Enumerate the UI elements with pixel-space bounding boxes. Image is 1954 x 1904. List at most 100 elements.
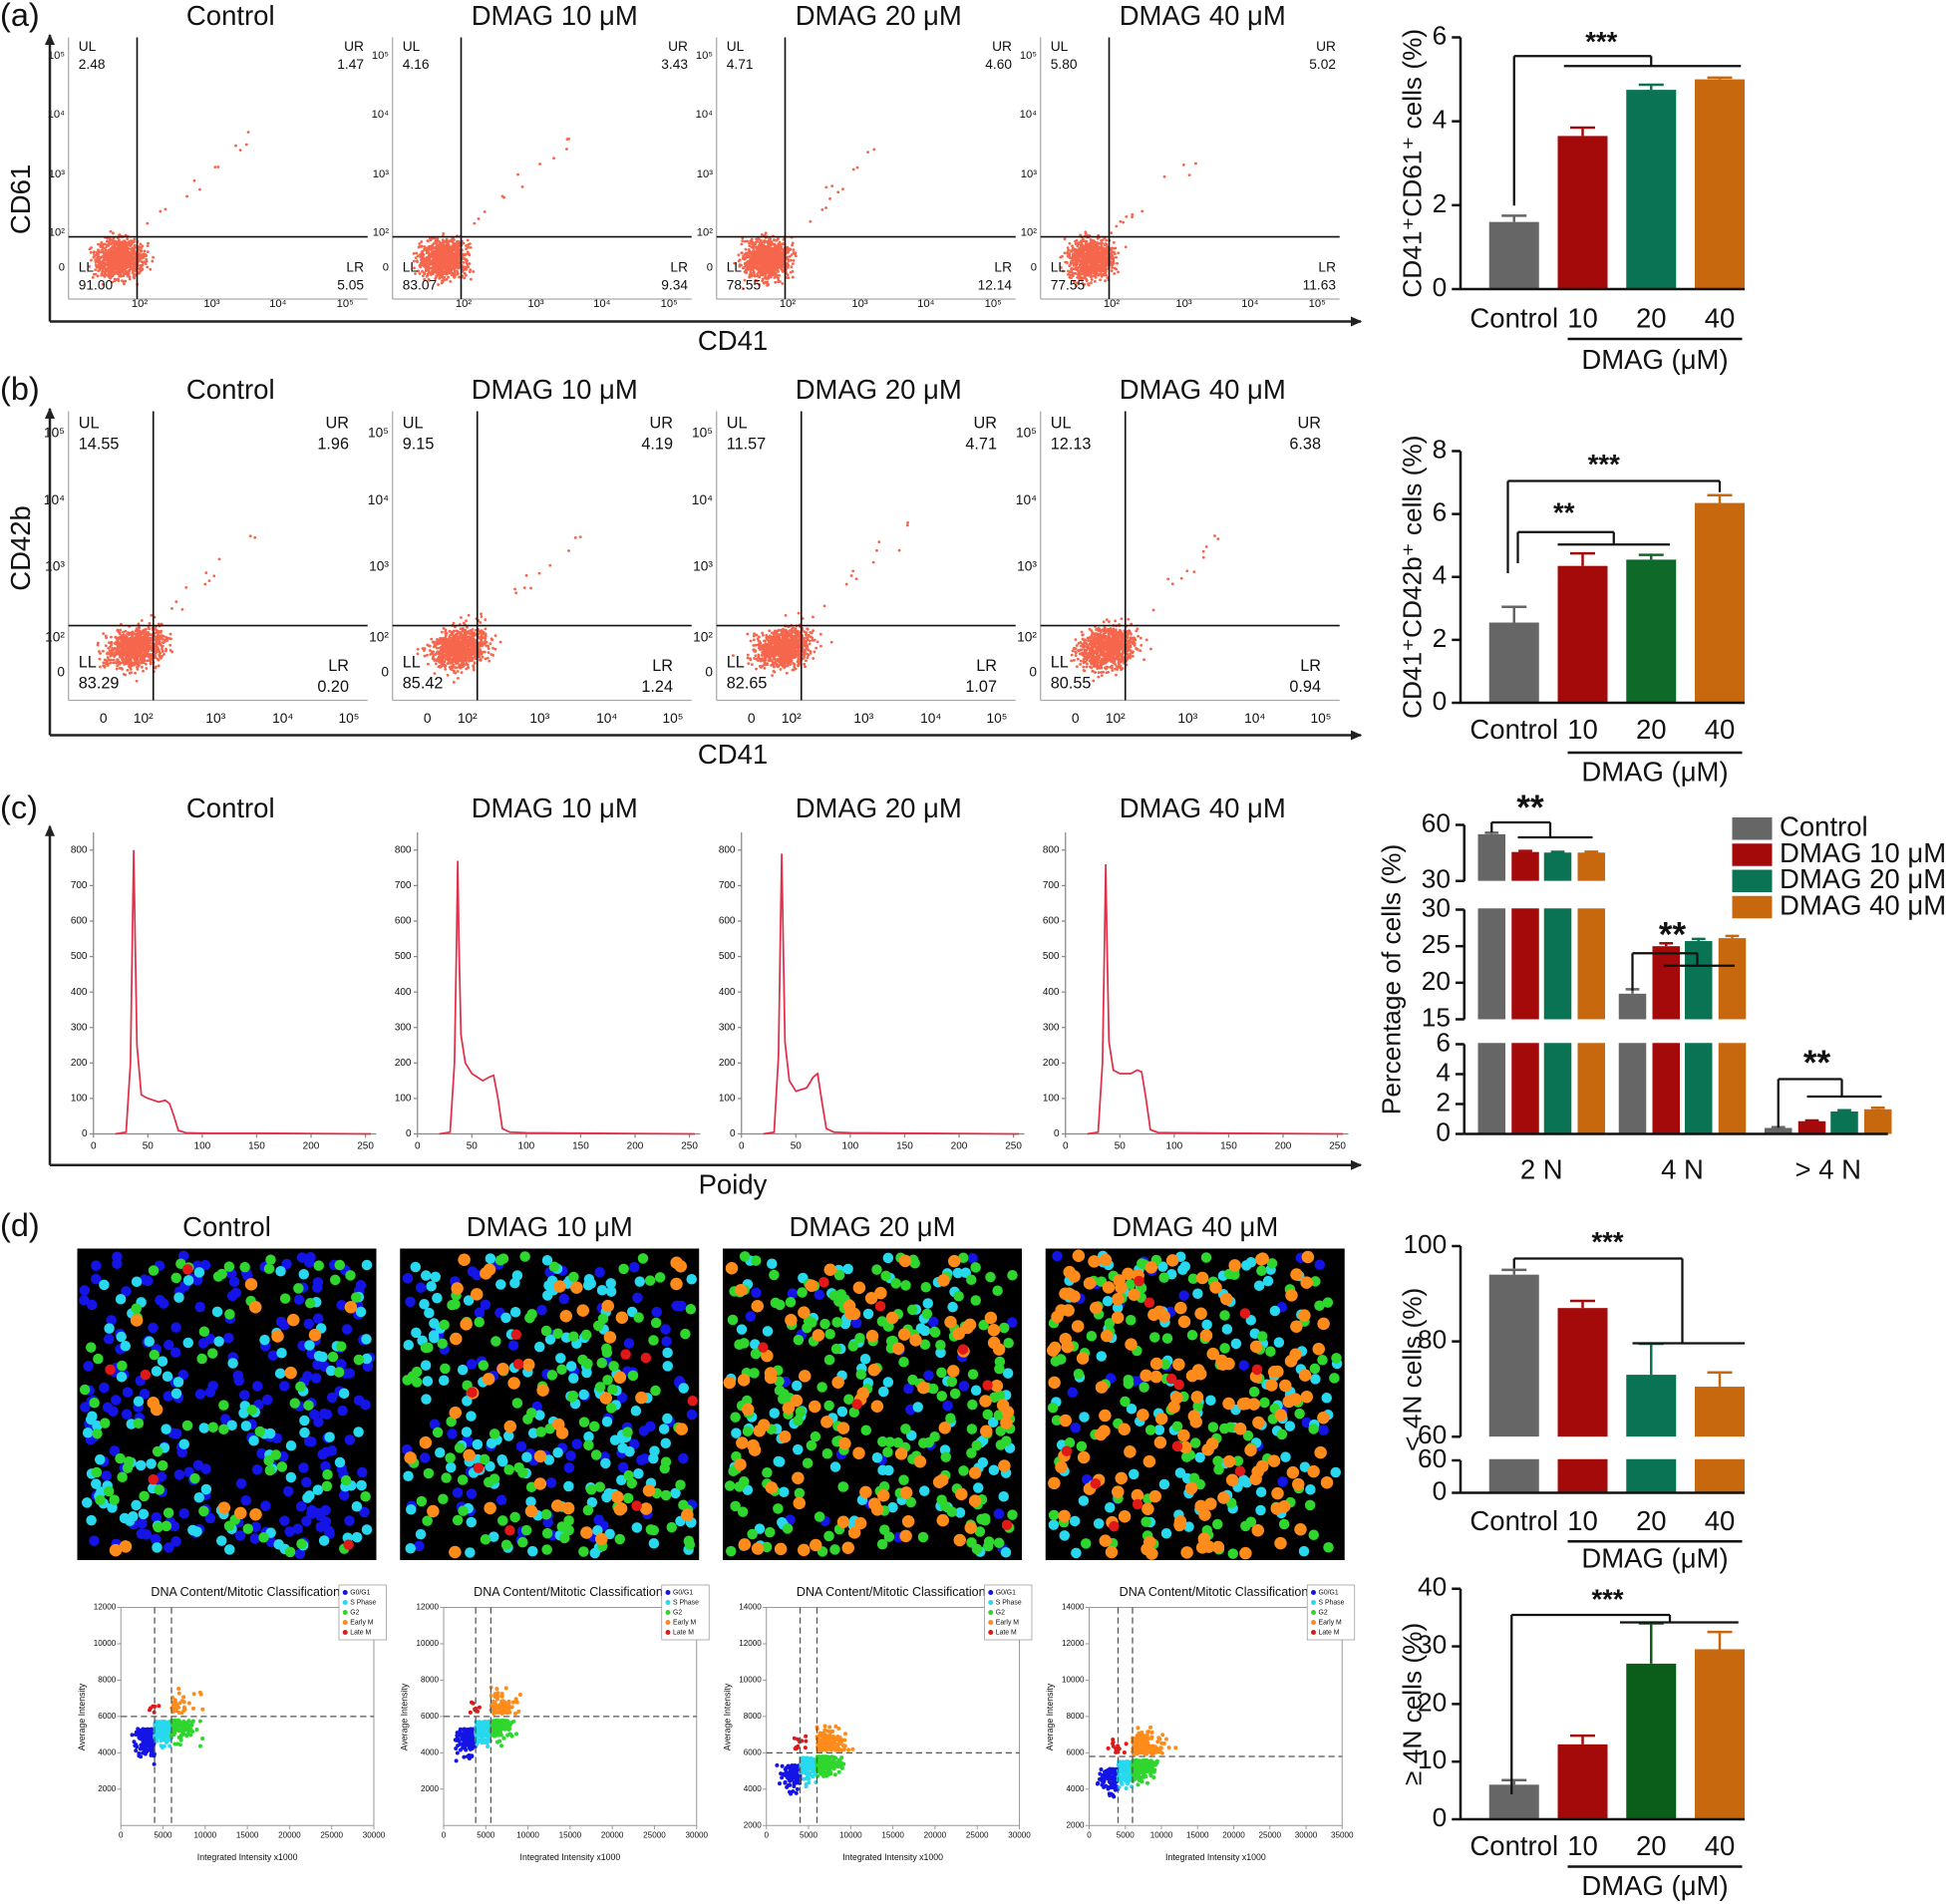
quadrant-value: 1.47 (337, 57, 364, 72)
y-tick-label: 4000 (421, 1747, 440, 1756)
cell-cloud (1059, 161, 1197, 288)
x-tick-label: 40 (1705, 1830, 1736, 1861)
bar (1718, 938, 1747, 1020)
y-tick-label: 10² (1017, 630, 1037, 645)
significance: ** (1553, 497, 1575, 528)
quadrant-value: 0.20 (317, 678, 349, 696)
legend-label: Late M (350, 1629, 371, 1636)
y-tick-label: 10³ (1021, 168, 1038, 180)
legend-swatch (1311, 1620, 1316, 1625)
bar (1577, 852, 1605, 881)
y-tick-label: 4 (1433, 105, 1448, 135)
plot-title: DMAG 40 μM (1120, 793, 1286, 823)
y-tick-label: 8000 (421, 1676, 440, 1685)
axis-label: Integrated Intensity x1000 (520, 1852, 621, 1862)
cell-cloud (88, 131, 250, 286)
plot-title: Control (186, 0, 275, 31)
x-tick-label: 10² (456, 298, 473, 310)
significance-bracket (1512, 55, 1742, 206)
x-tick-label: 50 (791, 1141, 803, 1152)
axis-label: Integrated Intensity x1000 (842, 1852, 943, 1862)
significance: ** (1516, 789, 1544, 827)
quadrant-value: 4.19 (641, 435, 673, 453)
quadrant-name: LR (1300, 657, 1321, 675)
error-bar (1870, 1107, 1885, 1110)
quadrant-name: UL (1051, 39, 1069, 54)
quadrant-value: 6.38 (1289, 435, 1321, 453)
y-tick-label: 0 (1433, 1475, 1448, 1505)
legend-label: G0/G1 (1319, 1589, 1339, 1596)
quadrant-name: UL (727, 414, 748, 432)
error-bar (1707, 493, 1733, 503)
bar (1695, 1649, 1745, 1819)
x-tick-label: 20 (1636, 303, 1667, 334)
error-bar (1584, 850, 1599, 853)
y-axis-label: CD41⁺CD61⁺ cells (%) (1398, 29, 1428, 298)
legend-swatch (665, 1590, 671, 1595)
x-tick-label: 40 (1705, 1505, 1736, 1536)
x-tick-label: 200 (627, 1141, 644, 1152)
x-tick-label: 0 (1087, 1830, 1092, 1839)
histogram-line (763, 853, 1020, 1135)
quadrant-name: LL (1051, 259, 1067, 274)
x-tick-label: 10⁴ (269, 298, 287, 310)
y-tick-label: 30 (1422, 892, 1451, 922)
legend-swatch (988, 1630, 994, 1635)
axis-label: CD61 (5, 164, 36, 234)
x-tick-label: 20 (1636, 714, 1667, 745)
x-tick-label: 10⁴ (917, 298, 935, 310)
x-tick-label: 250 (1329, 1141, 1346, 1152)
x-tick-label: 150 (248, 1141, 265, 1152)
cell-dots (1106, 1738, 1129, 1755)
x-tick-label: 10² (782, 711, 802, 726)
y-tick-label: 60 (1418, 1443, 1447, 1473)
quadrant-name: LL (727, 259, 743, 274)
bar (1626, 559, 1677, 703)
x-tick-label: 15000 (881, 1830, 904, 1839)
error-bar (1501, 605, 1527, 623)
x-tick-label: Control (1469, 714, 1558, 745)
cell-dots (153, 1719, 173, 1749)
y-tick-label: 80 (1418, 1325, 1447, 1355)
significance-bracket (1490, 820, 1593, 839)
x-tick-label: 10² (1106, 711, 1126, 726)
y-tick-label: 0 (1433, 1802, 1448, 1832)
legend-label: G0/G1 (996, 1589, 1016, 1596)
y-tick-label: 4 (1436, 1057, 1451, 1087)
bar (1488, 1274, 1539, 1437)
y-tick-label: 200 (395, 1058, 412, 1069)
significance: *** (1585, 26, 1617, 57)
y-tick-label: 60 (1422, 807, 1451, 837)
legend-label: S Phase (1319, 1599, 1345, 1606)
x-tick-label: 15000 (1186, 1830, 1209, 1839)
legend-swatch (342, 1630, 348, 1635)
legend-swatch (342, 1600, 348, 1605)
axis-label: Average Intensity (722, 1683, 732, 1750)
y-tick-label: 2000 (98, 1784, 117, 1793)
y-tick-label: 300 (395, 1022, 412, 1033)
x-tick-label: 0 (442, 1830, 447, 1839)
plot-title: DNA Content/Mitotic Classification (1120, 1585, 1309, 1599)
quadrant-name: UL (1051, 414, 1072, 432)
quadrant-value: 83.07 (403, 277, 437, 292)
error-bar (1725, 934, 1740, 939)
quadrant-value: 91.00 (79, 277, 114, 292)
y-tick-label: 10³ (49, 168, 66, 180)
x-tick-label: 25000 (320, 1830, 343, 1839)
quadrant-name: LR (346, 259, 364, 274)
x-tick-label: 20000 (924, 1830, 947, 1839)
x-tick-label: 10⁵ (987, 711, 1008, 726)
y-tick-label: 10³ (45, 558, 65, 573)
y-tick-label: 600 (395, 916, 412, 927)
y-tick-label: 10² (373, 227, 390, 239)
quadrant-value: 1.96 (317, 435, 349, 453)
x-tick-label: 0 (739, 1141, 745, 1152)
y-tick-label: 4000 (1066, 1784, 1085, 1793)
x-tick-label: 10² (458, 711, 478, 726)
bar (1626, 1458, 1677, 1493)
x-tick-label: 10⁴ (593, 298, 611, 310)
x-tick-label: 10000 (1150, 1830, 1173, 1839)
significance: *** (1588, 449, 1620, 479)
plot-title: Control (186, 374, 275, 405)
y-tick-label: 6000 (98, 1712, 117, 1721)
